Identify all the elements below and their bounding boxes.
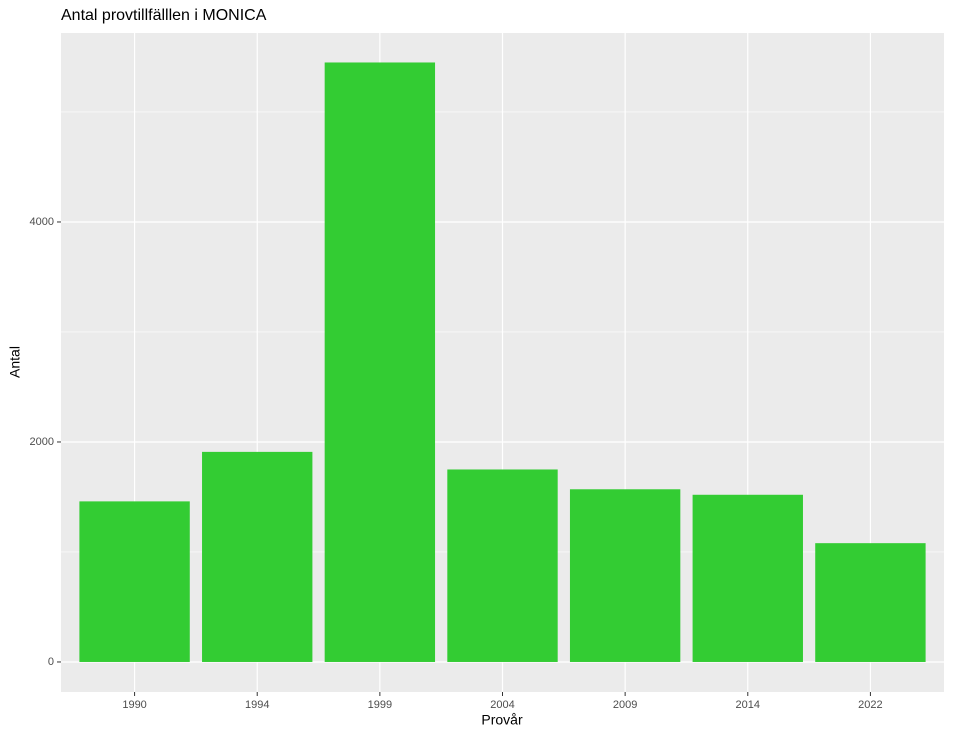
x-tick-label: 2022 <box>858 699 882 711</box>
bar <box>815 543 926 662</box>
bar <box>79 501 190 662</box>
bar <box>569 489 681 662</box>
x-axis-label: Provår <box>481 712 523 728</box>
y-tick-label: 2000 <box>30 436 54 448</box>
y-axis-label: Antal <box>7 346 23 378</box>
x-tick-label: 1999 <box>368 699 392 711</box>
bar <box>692 494 803 662</box>
x-tick-label: 2009 <box>613 699 637 711</box>
chart-title: Antal provtillfälllen i MONICA <box>61 7 267 24</box>
y-tick-label: 4000 <box>30 216 54 228</box>
x-tick-label: 2004 <box>490 699 514 711</box>
x-tick-label: 2014 <box>736 699 760 711</box>
bar <box>447 469 558 662</box>
x-tick-label: 1990 <box>122 699 146 711</box>
bar <box>324 62 436 662</box>
x-tick-label: 1994 <box>245 699 269 711</box>
y-tick-label: 0 <box>48 656 54 668</box>
bar <box>202 451 313 662</box>
